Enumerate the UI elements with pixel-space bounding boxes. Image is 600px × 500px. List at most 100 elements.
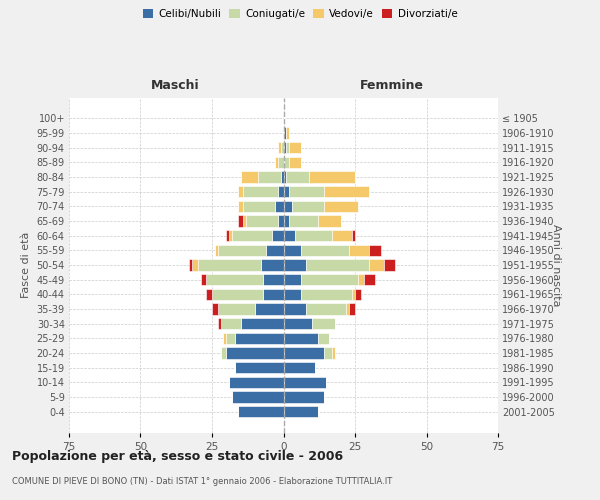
Bar: [223, 332, 226, 344]
Bar: [284, 142, 286, 154]
Bar: [355, 288, 361, 300]
Bar: [235, 362, 284, 374]
Bar: [332, 347, 335, 358]
Bar: [238, 200, 244, 212]
Bar: [212, 288, 263, 300]
Bar: [284, 244, 301, 256]
Bar: [284, 172, 286, 183]
Bar: [284, 391, 323, 402]
Bar: [289, 142, 301, 154]
Text: Femmine: Femmine: [359, 80, 424, 92]
Bar: [323, 186, 370, 198]
Bar: [284, 376, 326, 388]
Bar: [221, 347, 226, 358]
Bar: [284, 128, 286, 139]
Legend: Celibi/Nubili, Coniugati/e, Vedovi/e, Divorziati/e: Celibi/Nubili, Coniugati/e, Vedovi/e, Di…: [139, 5, 461, 24]
Bar: [226, 332, 235, 344]
Bar: [349, 244, 370, 256]
Bar: [229, 230, 232, 241]
Bar: [307, 304, 346, 314]
Bar: [286, 128, 289, 139]
Y-axis label: Fasce di età: Fasce di età: [21, 232, 31, 298]
Bar: [238, 406, 284, 417]
Bar: [244, 216, 247, 226]
Bar: [289, 156, 301, 168]
Bar: [241, 318, 284, 330]
Bar: [370, 244, 381, 256]
Bar: [238, 186, 244, 198]
Bar: [284, 200, 292, 212]
Bar: [244, 186, 278, 198]
Y-axis label: Anni di nascita: Anni di nascita: [551, 224, 560, 306]
Bar: [281, 172, 284, 183]
Bar: [226, 347, 284, 358]
Bar: [286, 172, 309, 183]
Bar: [284, 304, 307, 314]
Bar: [235, 332, 284, 344]
Bar: [292, 200, 323, 212]
Bar: [358, 274, 364, 285]
Bar: [301, 288, 352, 300]
Bar: [383, 260, 395, 270]
Bar: [275, 200, 284, 212]
Bar: [284, 156, 289, 168]
Bar: [221, 318, 241, 330]
Bar: [226, 230, 229, 241]
Bar: [284, 332, 318, 344]
Bar: [281, 142, 284, 154]
Bar: [364, 274, 375, 285]
Bar: [229, 376, 284, 388]
Bar: [263, 288, 284, 300]
Bar: [192, 260, 198, 270]
Bar: [198, 260, 260, 270]
Bar: [278, 186, 284, 198]
Bar: [200, 274, 206, 285]
Bar: [278, 142, 281, 154]
Bar: [284, 186, 289, 198]
Bar: [206, 288, 212, 300]
Bar: [278, 216, 284, 226]
Bar: [352, 288, 355, 300]
Bar: [212, 304, 218, 314]
Bar: [284, 230, 295, 241]
Bar: [346, 304, 349, 314]
Bar: [275, 156, 278, 168]
Bar: [284, 260, 307, 270]
Bar: [307, 260, 370, 270]
Bar: [286, 142, 289, 154]
Text: Popolazione per età, sesso e stato civile - 2006: Popolazione per età, sesso e stato civil…: [12, 450, 343, 463]
Bar: [323, 347, 332, 358]
Bar: [289, 186, 323, 198]
Bar: [352, 230, 355, 241]
Bar: [260, 260, 284, 270]
Bar: [301, 274, 358, 285]
Bar: [218, 318, 221, 330]
Bar: [241, 172, 258, 183]
Bar: [232, 391, 284, 402]
Bar: [309, 172, 355, 183]
Bar: [284, 318, 312, 330]
Bar: [284, 406, 318, 417]
Bar: [284, 274, 301, 285]
Bar: [206, 274, 263, 285]
Bar: [218, 244, 266, 256]
Bar: [263, 274, 284, 285]
Bar: [189, 260, 192, 270]
Bar: [284, 288, 301, 300]
Bar: [232, 230, 272, 241]
Bar: [295, 230, 332, 241]
Bar: [284, 216, 289, 226]
Bar: [284, 347, 323, 358]
Bar: [247, 216, 278, 226]
Bar: [301, 244, 349, 256]
Bar: [370, 260, 383, 270]
Bar: [238, 216, 244, 226]
Bar: [255, 304, 284, 314]
Bar: [272, 230, 284, 241]
Text: Maschi: Maschi: [151, 80, 200, 92]
Bar: [312, 318, 335, 330]
Bar: [318, 332, 329, 344]
Bar: [218, 304, 255, 314]
Bar: [284, 362, 315, 374]
Bar: [258, 172, 281, 183]
